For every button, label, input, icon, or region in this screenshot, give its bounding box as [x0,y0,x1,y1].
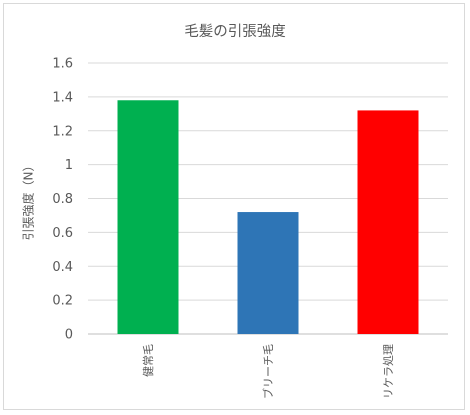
bar [357,110,419,334]
x-tick-label: 健常毛 [142,344,155,377]
y-tick-label: 1.2 [52,124,73,139]
x-tick-label: リケラ処理 [382,344,395,399]
y-tick-label: 0.8 [52,192,73,207]
y-tick-label: 0.6 [52,226,73,241]
x-tick-label: ブリーチ毛 [261,344,275,399]
y-tick-label: 0.2 [52,294,73,309]
bar [117,100,179,334]
x-tick-labels: 健常毛 ブリーチ毛 リケラ処理 [142,344,395,399]
y-tick-label: 1.6 [52,57,73,72]
y-tick-label: 0.4 [52,260,73,275]
y-tick-label: 1 [65,158,73,173]
y-tick-label: 1.4 [52,90,73,105]
bars [117,100,419,334]
y-tick-labels: 0 0.2 0.4 0.6 0.8 1 1.2 1.4 1.6 [52,57,73,343]
y-tick-label: 0 [65,328,73,343]
chart-title: 毛髪の引張強度 [184,24,286,40]
bar [237,212,299,334]
